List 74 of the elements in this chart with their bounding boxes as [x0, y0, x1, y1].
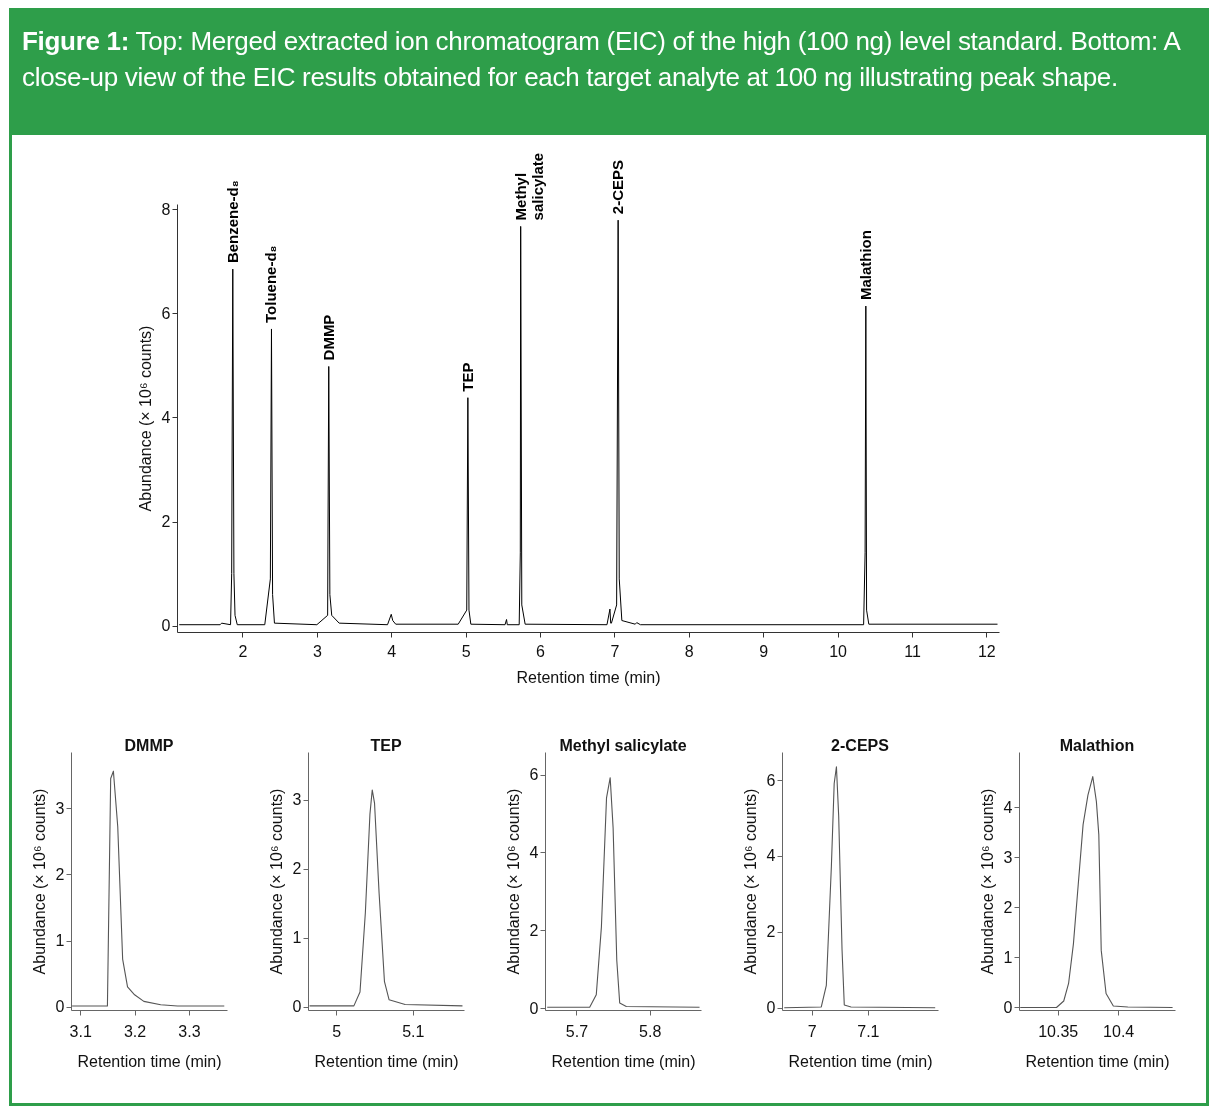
y-tick-label: 0	[766, 999, 776, 1017]
x-tick-label: 2	[238, 642, 248, 660]
y-tick-label: 2	[1003, 898, 1013, 916]
x-tick-label: 10	[829, 642, 848, 660]
x-tick-label: 10.35	[1038, 1022, 1079, 1040]
y-tick-label: 0	[161, 617, 171, 635]
y-tick-label: 0	[292, 998, 302, 1016]
x-tick-label: 10.4	[1103, 1022, 1135, 1040]
y-tick-label: 0	[1003, 999, 1013, 1016]
y-tick-label: 3	[55, 799, 65, 817]
y-tick-label: 1	[55, 932, 65, 950]
x-tick-label: 3.1	[69, 1022, 92, 1040]
line-series	[308, 789, 464, 1007]
chart-title: Malathion	[1059, 737, 1135, 754]
chart-title: DMMP	[124, 737, 174, 754]
y-tick-label: 4	[161, 408, 171, 426]
x-tick-label: 3.3	[178, 1022, 201, 1040]
x-tick-label: 9	[759, 642, 769, 660]
x-tick-label: 5.8	[639, 1022, 662, 1040]
y-axis-title: Abundance (× 10⁶ counts)	[504, 788, 522, 975]
x-tick-label: 5	[461, 642, 471, 660]
x-tick-label: 11	[904, 642, 921, 660]
annotation: 2-CEPS	[609, 159, 627, 215]
y-tick-label: 6	[529, 766, 539, 784]
y-tick-label: 2	[55, 865, 65, 883]
x-tick-label: 4	[387, 642, 397, 660]
annotation: Benzene-d₈	[223, 180, 241, 264]
chart-title: Figure 1: Top: Merged extracted ion chromatogram (EIC) of the high (100 ng) level standard. Bottom: A close-up view of the EIC results obtained for each target analyte at 100 ng illustrating peak shape.	[12, 11, 1206, 135]
y-axis-title: Abundance (× 10⁶ counts)	[978, 788, 996, 975]
y-tick-label: 6	[161, 304, 171, 322]
x-tick-label: 7	[807, 1022, 817, 1040]
y-tick-label: 4	[529, 843, 539, 861]
x-tick-label: 8	[684, 642, 694, 660]
y-tick-label: 3	[1003, 848, 1013, 866]
x-axis-title: Retention time (min)	[516, 668, 661, 686]
chart-title: Methyl salicylate	[559, 737, 687, 754]
annotation: Malathion	[856, 230, 874, 301]
annotation: Toluene-d₈	[262, 245, 280, 323]
y-tick-label: 4	[1003, 798, 1013, 816]
y-tick-label: 8	[161, 200, 171, 218]
y-tick-label: 1	[292, 929, 302, 947]
x-tick-label: 7.1	[857, 1022, 880, 1040]
x-tick-label: 12	[977, 642, 996, 660]
chart-title: TEP	[370, 737, 402, 754]
y-tick-label: 4	[766, 847, 776, 865]
y-axis-title: Abundance (× 10⁶ counts)	[267, 788, 285, 975]
y-tick-label: 0	[529, 999, 539, 1017]
annotation: Methyl salicylate	[511, 152, 546, 221]
x-tick-label: 5.7	[565, 1022, 589, 1040]
y-axis-title: Abundance (× 10⁶ counts)	[741, 788, 759, 975]
chart-title: 2-CEPS	[831, 737, 890, 754]
line-series	[71, 770, 225, 1007]
x-axis-title: Retention time (min)	[551, 1052, 696, 1070]
x-axis-title: Retention time (min)	[788, 1052, 933, 1070]
y-tick-label: 2	[766, 923, 776, 941]
y-tick-label: 3	[292, 791, 302, 809]
y-tick-label: 1	[1003, 948, 1013, 966]
x-tick-label: 3	[312, 642, 322, 660]
annotation: TEP	[458, 362, 476, 392]
x-tick-label: 5	[332, 1022, 342, 1040]
x-axis-title: Retention time (min)	[77, 1052, 222, 1070]
y-axis-title: Abundance (× 10⁶ counts)	[136, 325, 154, 512]
y-tick-label: 0	[55, 998, 65, 1016]
y-tick-label: 2	[292, 860, 302, 878]
annotation: DMMP	[319, 314, 337, 361]
x-tick-label: 3.2	[123, 1022, 147, 1040]
x-tick-label: 7	[610, 642, 620, 660]
y-axis-title: Abundance (× 10⁶ counts)	[30, 788, 48, 975]
y-tick-label: 2	[529, 921, 539, 939]
y-tick-label: 6	[766, 771, 776, 789]
y-tick-label: 2	[161, 513, 171, 531]
x-axis-title: Retention time (min)	[1025, 1052, 1170, 1070]
x-tick-label: 5.1	[402, 1022, 425, 1040]
x-axis-title: Retention time (min)	[314, 1052, 459, 1070]
